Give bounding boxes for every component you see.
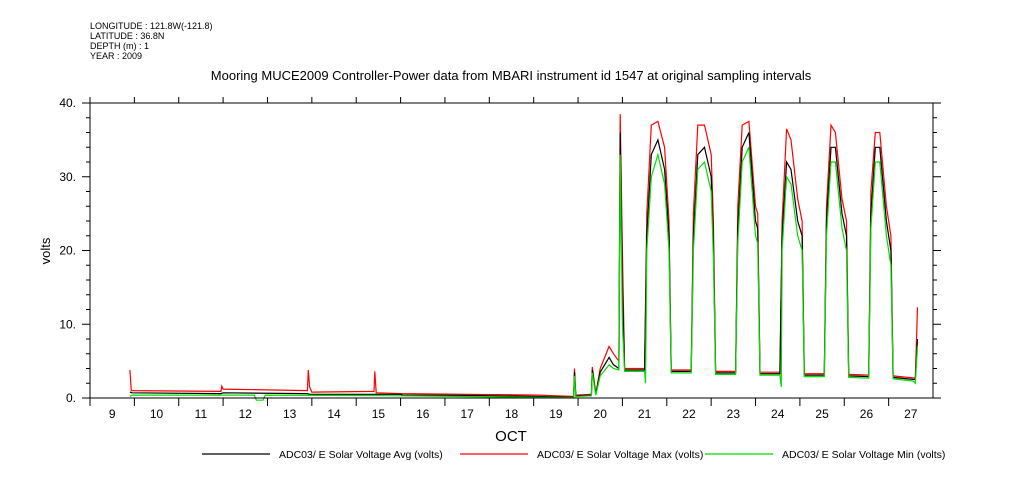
series-line-0 <box>129 114 919 398</box>
series-line-1 <box>129 132 919 398</box>
y-axis-label: volts <box>38 237 53 264</box>
x-tick-label: 23 <box>727 407 741 421</box>
x-tick-label: 10 <box>150 407 164 421</box>
chart-title: Mooring MUCE2009 Controller-Power data f… <box>211 68 812 83</box>
x-tick-label: 25 <box>815 407 829 421</box>
x-tick-label: 13 <box>283 407 297 421</box>
y-tick-label: 30. <box>59 170 76 184</box>
depth-label: DEPTH (m) : 1 <box>90 41 150 51</box>
x-tick-label: 26 <box>860 407 874 421</box>
location-metadata: LONGITUDE : 121.8W(-121.8) LATITUDE : 36… <box>90 21 213 61</box>
x-tick-label: 20 <box>594 407 608 421</box>
y-tick-label: 10. <box>59 317 76 331</box>
x-tick-label: 11 <box>195 407 208 421</box>
x-tick-label: 14 <box>327 407 341 421</box>
x-tick-label: 22 <box>682 407 696 421</box>
x-tick-label: 12 <box>239 407 253 421</box>
legend-label: ADC03/ E Solar Voltage Max (volts) <box>537 449 703 461</box>
latitude-label: LATITUDE : 36.8N <box>90 31 165 41</box>
x-tick-label: 17 <box>460 407 474 421</box>
x-tick-label: 27 <box>904 407 918 421</box>
y-tick-label: 40. <box>59 96 76 110</box>
series-line-2 <box>129 147 919 401</box>
x-tick-label: 9 <box>109 407 116 421</box>
legend-label: ADC03/ E Solar Voltage Avg (volts) <box>279 449 443 461</box>
x-tick-label: 16 <box>416 407 430 421</box>
x-tick-label: 15 <box>372 407 386 421</box>
legend-label: ADC03/ E Solar Voltage Min (volts) <box>782 449 945 461</box>
x-tick-label: 19 <box>549 407 563 421</box>
x-tick-label: 24 <box>771 407 785 421</box>
x-tick-label: 21 <box>638 407 652 421</box>
year-label: YEAR : 2009 <box>90 51 143 61</box>
longitude-label: LONGITUDE : 121.8W(-121.8) <box>90 21 213 31</box>
x-axis-label: OCT <box>495 428 527 445</box>
plot-frame <box>89 102 934 399</box>
x-tick-label: 18 <box>505 407 519 421</box>
y-tick-label: 0. <box>66 391 76 405</box>
y-tick-label: 20. <box>59 244 76 258</box>
